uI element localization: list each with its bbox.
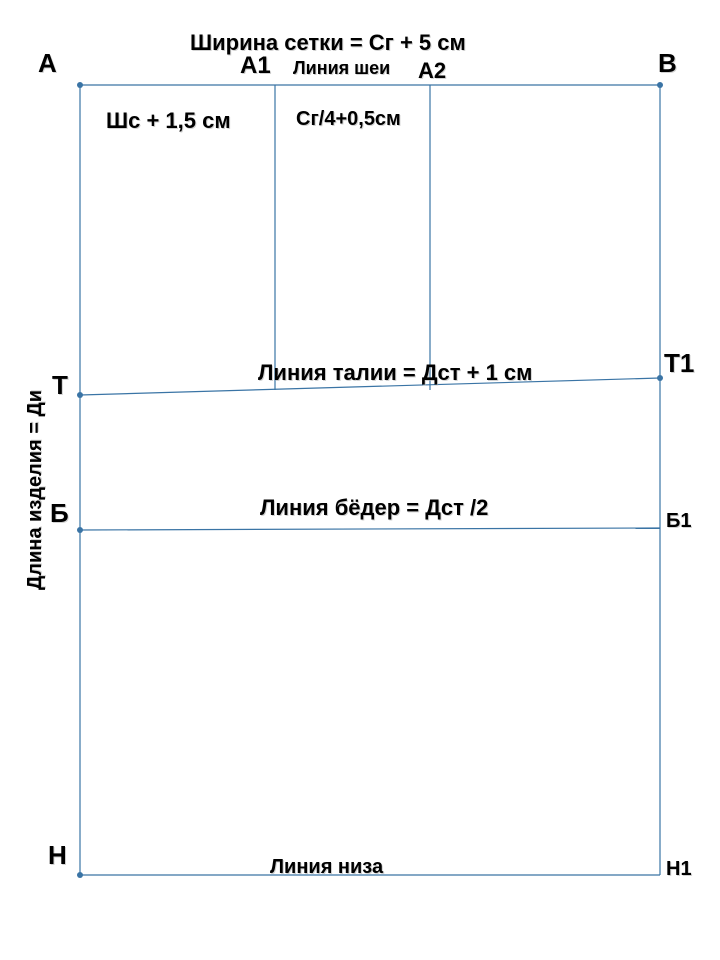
waist-line-label: Линия талии = Дст + 1 см xyxy=(258,360,532,386)
point-b-label: В xyxy=(658,48,677,79)
point-bk1-label: Б1 xyxy=(666,510,692,533)
hip-line-label: Линия бёдер = Дст /2 xyxy=(260,495,488,521)
point-t-label: Т xyxy=(52,370,68,401)
point-h-label: Н xyxy=(48,840,67,871)
point-t1-label: Т1 xyxy=(664,348,694,379)
point-bk-label: Б xyxy=(50,498,69,529)
neck-line-label: Линия шеи xyxy=(293,58,390,79)
bottom-line-label: Линия низа xyxy=(270,856,383,879)
point-a-label: А xyxy=(38,48,57,79)
length-label: Длина изделия = Ди xyxy=(24,390,47,590)
point-h1-label: Н1 xyxy=(666,858,692,881)
title-label: Ширина сетки = Сг + 5 см xyxy=(190,30,466,56)
diagram-svg xyxy=(0,0,720,960)
sg4-label: Сг/4+0,5см xyxy=(296,108,401,131)
point-a1-label: А1 xyxy=(240,52,271,80)
shs-label: Шс + 1,5 см xyxy=(106,108,231,134)
point-a2-label: А2 xyxy=(418,58,446,84)
